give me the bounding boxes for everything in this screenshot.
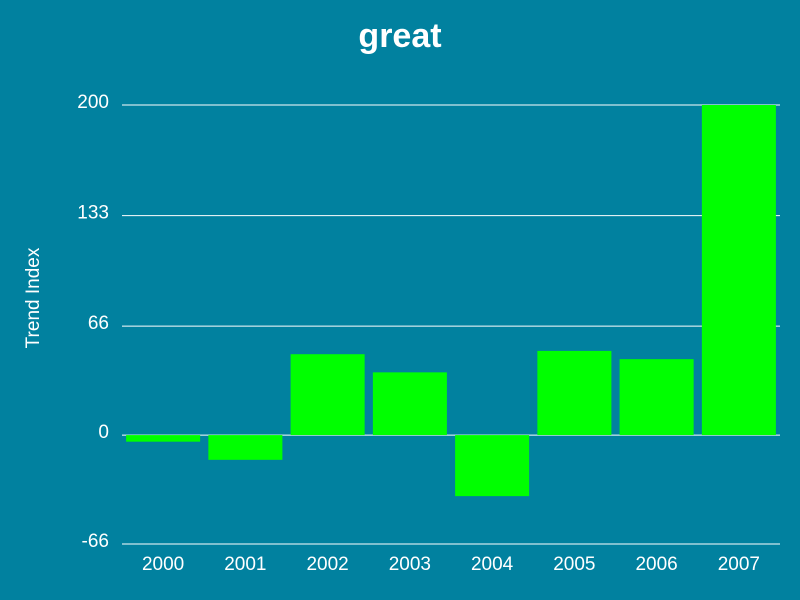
bar-2004 <box>455 435 530 497</box>
x-tick-label: 2000 <box>142 554 184 575</box>
x-tick-labels: 2000 2001 2002 2003 2004 2005 2006 2007 <box>142 554 760 575</box>
x-tick-label: 2006 <box>635 554 677 575</box>
y-tick-label: 66 <box>88 313 109 334</box>
bar-2001 <box>208 435 283 460</box>
y-tick-label: 133 <box>77 203 109 224</box>
bars <box>126 105 776 497</box>
x-tick-label: 2007 <box>718 554 760 575</box>
y-axis-label: Trend Index <box>23 247 44 348</box>
bar-2007 <box>701 105 776 436</box>
x-tick-label: 2003 <box>389 554 431 575</box>
chart-title: great <box>358 17 441 55</box>
bar-2002 <box>290 354 365 436</box>
bar-2000 <box>126 435 201 442</box>
y-tick-label: -66 <box>82 531 109 552</box>
x-tick-label: 2004 <box>471 554 514 575</box>
y-tick-labels: -66 0 66 133 200 <box>77 92 109 552</box>
x-tick-label: 2002 <box>306 554 348 575</box>
bar-2006 <box>619 359 694 436</box>
y-tick-label: 0 <box>98 422 109 443</box>
x-tick-label: 2001 <box>224 554 266 575</box>
x-tick-label: 2005 <box>553 554 595 575</box>
bar-2003 <box>372 372 447 436</box>
y-tick-label: 200 <box>77 92 109 113</box>
bar-2005 <box>537 350 612 436</box>
gridlines <box>122 104 780 545</box>
